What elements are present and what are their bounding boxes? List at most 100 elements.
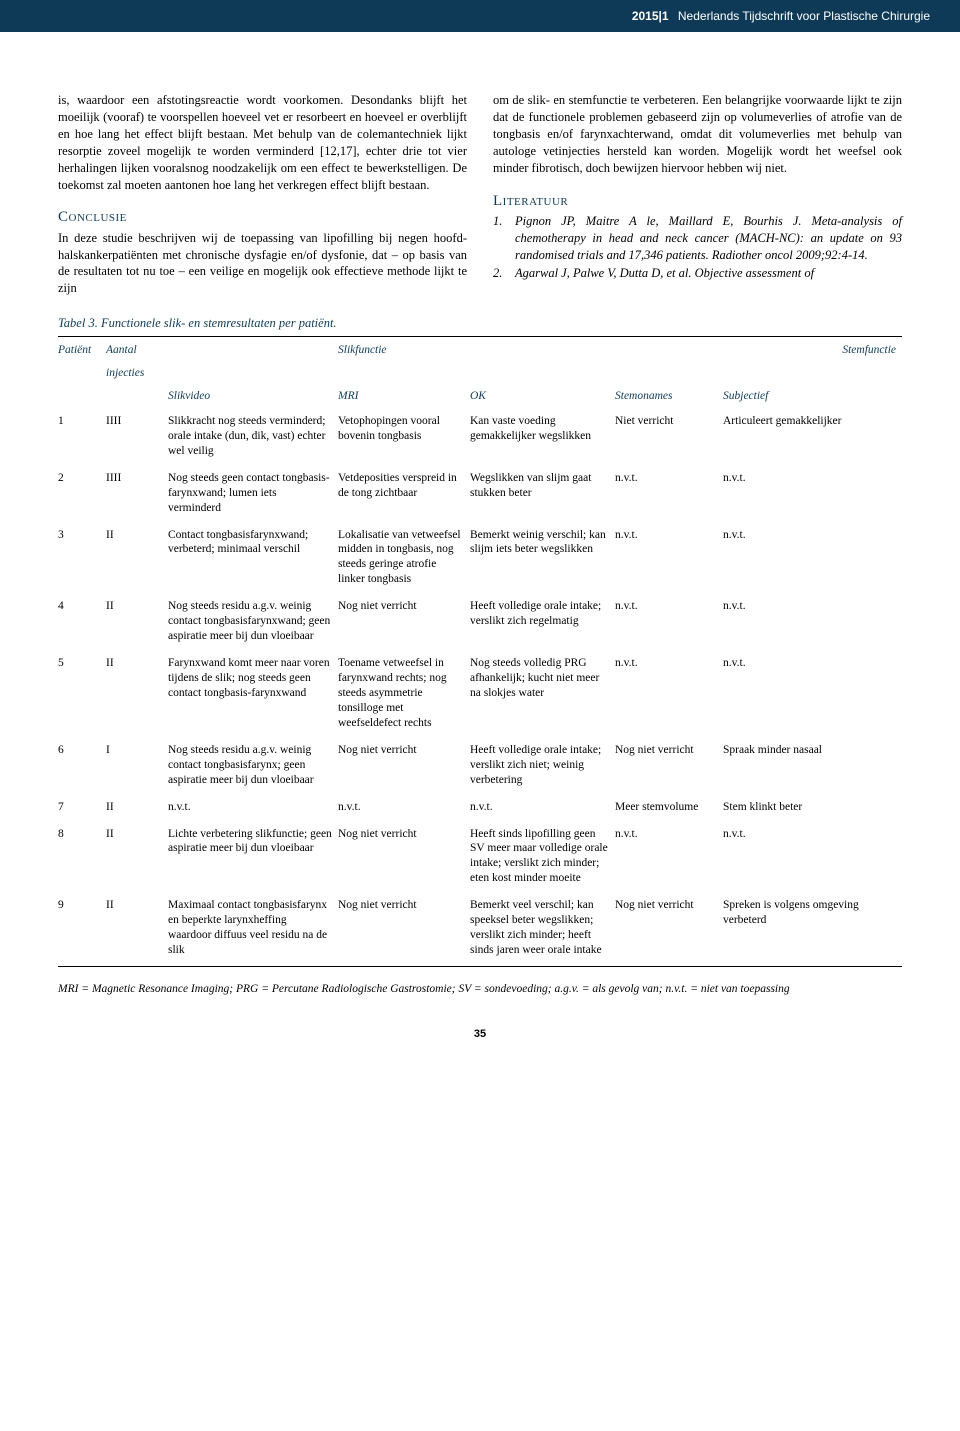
table-row: 1IIIISlikkracht nog steeds verminderd; o…: [58, 408, 902, 465]
reference-text: Pignon JP, Maitre A le, Maillard E, Bour…: [515, 213, 902, 264]
conclusie-text: In deze studie beschrijven wij de toepas…: [58, 230, 467, 298]
table-cell: 7: [58, 794, 106, 821]
table-cell: IIII: [106, 408, 168, 465]
table-cell: Heeft sinds lipofilling geen SV meer maa…: [470, 821, 615, 893]
table-cell: Nog niet verricht: [338, 593, 470, 650]
table-cell: Stem klinkt beter: [723, 794, 902, 821]
table-subheader-row: Slikvideo MRI OK Stemonames Subjectief: [58, 385, 902, 408]
table-cell: Nog steeds volledig PRG afhankelijk; kuc…: [470, 650, 615, 737]
col-slikfunctie: Slikfunctie: [338, 339, 470, 362]
subhead: [106, 385, 168, 408]
table-cell: Lokalisatie van vetweefsel midden in ton…: [338, 522, 470, 594]
table-cell: Vetophopingen vooral bovenin tongbasis: [338, 408, 470, 465]
table-cell: n.v.t.: [470, 794, 615, 821]
table-head: Patiënt Aantal Slikfunctie Stemfunctie i…: [58, 339, 902, 408]
table-cell: n.v.t.: [615, 522, 723, 594]
table-row: 2IIIINog steeds geen contact tongbasis-f…: [58, 465, 902, 522]
table-cell: II: [106, 821, 168, 893]
table-caption: Tabel 3. Functionele slik- en stemresult…: [58, 315, 902, 332]
table-row: 6INog steeds residu a.g.v. weinig contac…: [58, 737, 902, 794]
table-cell: 2: [58, 465, 106, 522]
issue-number: 2015|1: [632, 9, 669, 23]
subhead-slikvideo: Slikvideo: [168, 385, 338, 408]
table-cell: 5: [58, 650, 106, 737]
col-patient: Patiënt: [58, 339, 106, 385]
table-header-row-1b: injecties: [58, 362, 902, 385]
table-cell: Vetdeposities verspreid in de tong zicht…: [338, 465, 470, 522]
table-cell: Niet verricht: [615, 408, 723, 465]
col-injecties: injecties: [106, 362, 168, 385]
page-body: is, waardoor een afstotingsreactie wordt…: [0, 92, 960, 997]
table-row: 3IIContact tongbasisfarynxwand; verbeter…: [58, 522, 902, 594]
table-cell: II: [106, 522, 168, 594]
table-cell: II: [106, 892, 168, 964]
table-cell: 8: [58, 821, 106, 893]
table-row: 5IIFarynxwand komt meer naar voren tijde…: [58, 650, 902, 737]
table-cell: Spraak minder nasaal: [723, 737, 902, 794]
table-cell: I: [106, 737, 168, 794]
subhead-ok: OK: [470, 385, 615, 408]
col-aantal: Aantal: [106, 339, 168, 362]
table-cell: Articuleert gemakkelijker: [723, 408, 902, 465]
table-cell: 3: [58, 522, 106, 594]
table-cell: Nog niet verricht: [615, 737, 723, 794]
table-cell: II: [106, 794, 168, 821]
table-cell: Slikkracht nog steeds verminderd; orale …: [168, 408, 338, 465]
table-cell: 1: [58, 408, 106, 465]
table-cell: n.v.t.: [615, 465, 723, 522]
literatuur-heading: Literatuur: [493, 191, 902, 211]
table-cell: n.v.t.: [615, 821, 723, 893]
table-cell: 9: [58, 892, 106, 964]
table-cell: Contact tongbasisfarynxwand; verbeterd; …: [168, 522, 338, 594]
table-cell: Lichte verbetering slikfunctie; geen asp…: [168, 821, 338, 893]
table-bottom-rule: [58, 966, 902, 967]
right-column: om de slik- en stemfunctie te verbeteren…: [493, 92, 902, 297]
table-body: 1IIIISlikkracht nog steeds verminderd; o…: [58, 408, 902, 964]
reference-text: Agarwal J, Palwe V, Dutta D, et al. Obje…: [515, 265, 814, 282]
table-cell: 4: [58, 593, 106, 650]
table-cell: Bemerkt veel verschil; kan speeksel bete…: [470, 892, 615, 964]
table-cell: n.v.t.: [723, 522, 902, 594]
table-cell: II: [106, 593, 168, 650]
table-cell: Nog niet verricht: [615, 892, 723, 964]
table-cell: Nog steeds geen contact tongbasis-farynx…: [168, 465, 338, 522]
table-cell: n.v.t.: [723, 650, 902, 737]
table-row: 8IILichte verbetering slikfunctie; geen …: [58, 821, 902, 893]
subhead-mri: MRI: [338, 385, 470, 408]
table-cell: n.v.t.: [723, 465, 902, 522]
table-cell: Toename vetweefsel in farynxwand rechts;…: [338, 650, 470, 737]
table-cell: Nog niet verricht: [338, 737, 470, 794]
table-row: 4IINog steeds residu a.g.v. weinig conta…: [58, 593, 902, 650]
table-legend: MRI = Magnetic Resonance Imaging; PRG = …: [58, 981, 902, 997]
table-cell: n.v.t.: [723, 593, 902, 650]
table-cell: Wegslikken van slijm gaat stukken beter: [470, 465, 615, 522]
table-cell: n.v.t.: [615, 650, 723, 737]
left-column: is, waardoor een afstotingsreactie wordt…: [58, 92, 467, 297]
subhead-stemonames: Stemonames: [615, 385, 723, 408]
journal-header-bar: 2015|1 Nederlands Tijdschrift voor Plast…: [0, 0, 960, 32]
subhead: [58, 385, 106, 408]
table-cell: II: [106, 650, 168, 737]
col-stemfunctie: Stemfunctie: [723, 339, 902, 362]
table-cell: Farynxwand komt meer naar voren tijdens …: [168, 650, 338, 737]
table-cell: Nog steeds residu a.g.v. weinig contact …: [168, 737, 338, 794]
table-cell: Bemerkt weinig verschil; kan slijm iets …: [470, 522, 615, 594]
table-cell: Spreken is volgens omgeving verbeterd: [723, 892, 902, 964]
table-cell: Heeft volledige orale intake; verslikt z…: [470, 593, 615, 650]
table-cell: n.v.t.: [338, 794, 470, 821]
reference-number: 1.: [493, 213, 515, 264]
page-number: 35: [0, 1027, 960, 1062]
table-row: 9IIMaximaal contact tongbasisfarynx en b…: [58, 892, 902, 964]
conclusie-heading: Conclusie: [58, 207, 467, 227]
table-cell: Meer stemvolume: [615, 794, 723, 821]
reference-item: 1. Pignon JP, Maitre A le, Maillard E, B…: [493, 213, 902, 264]
reference-number: 2.: [493, 265, 515, 282]
table-cell: Nog niet verricht: [338, 821, 470, 893]
table-cell: Nog niet verricht: [338, 892, 470, 964]
table-cell: Nog steeds residu a.g.v. weinig contact …: [168, 593, 338, 650]
table-header-row-1: Patiënt Aantal Slikfunctie Stemfunctie: [58, 339, 902, 362]
table-row: 7IIn.v.t.n.v.t.n.v.t.Meer stemvolumeStem…: [58, 794, 902, 821]
table-cell: n.v.t.: [168, 794, 338, 821]
results-table: Patiënt Aantal Slikfunctie Stemfunctie i…: [58, 339, 902, 964]
journal-title: Nederlands Tijdschrift voor Plastische C…: [678, 9, 930, 23]
